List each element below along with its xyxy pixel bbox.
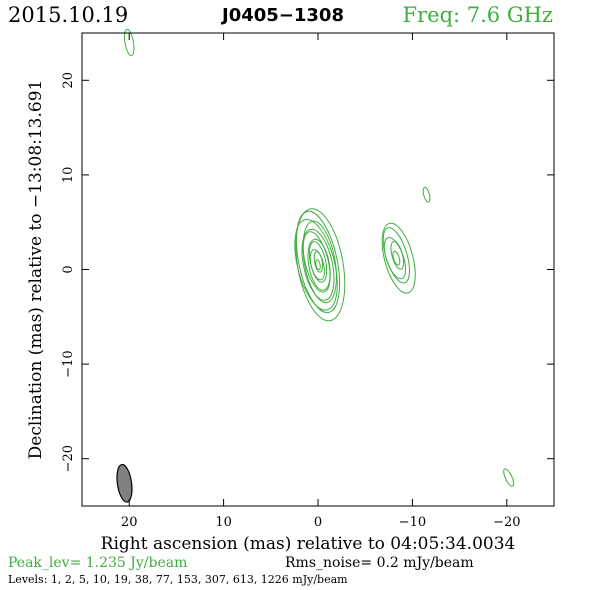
beam-layer: [116, 463, 133, 503]
observation-date: 2015.10.19: [8, 3, 129, 27]
rms-noise: Rms_noise= 0.2 mJy/beam: [285, 555, 474, 571]
jet-contour: [381, 222, 416, 294]
y-tick-label: −20: [61, 445, 76, 472]
source-name: J0405−1308: [222, 5, 344, 26]
beam-ellipse: [116, 463, 133, 503]
x-tick-label: 0: [314, 515, 322, 530]
artifact-contour: [123, 28, 135, 57]
core-contour: [302, 231, 331, 293]
core-contour: [309, 249, 325, 281]
core-contour: [294, 218, 338, 311]
x-tick-label: −10: [399, 515, 426, 530]
jet-contour: [392, 250, 401, 266]
core-contour: [313, 251, 324, 273]
y-tick-label: 20: [61, 72, 76, 89]
y-tick-label: 0: [61, 265, 76, 273]
x-tick-label: 10: [215, 515, 232, 530]
contour-levels: Levels: 1, 2, 5, 10, 19, 38, 77, 153, 30…: [8, 573, 348, 586]
plot-header: 2015.10.19 J0405−1308 Freq: 7.6 GHz: [0, 0, 590, 30]
core-contour: [302, 220, 337, 304]
artifact-contour: [422, 186, 431, 203]
x-tick-label: −20: [493, 515, 520, 530]
y-tick-label: 10: [61, 167, 76, 184]
core-contour: [301, 228, 335, 301]
axis-ticks: 20 10 0 −10 −20 20 10 0 −10 −20: [61, 33, 554, 530]
contour-layer: [123, 28, 515, 487]
y-axis-label: Declination (mas) relative to −13:08:13.…: [26, 80, 46, 460]
core-contour: [295, 210, 341, 314]
y-tick-label: −10: [61, 350, 76, 377]
core-contour: [315, 259, 321, 271]
core-contour: [307, 238, 331, 291]
artifact-contour: [503, 468, 515, 487]
x-axis-label: Right ascension (mas) relative to 04:05:…: [101, 534, 516, 554]
jet-contour: [390, 240, 405, 270]
x-tick-label: 20: [121, 515, 138, 530]
frequency-label: Freq: 7.6 GHz: [402, 3, 553, 27]
peak-level: Peak_lev= 1.235 Jy/beam: [8, 555, 188, 571]
